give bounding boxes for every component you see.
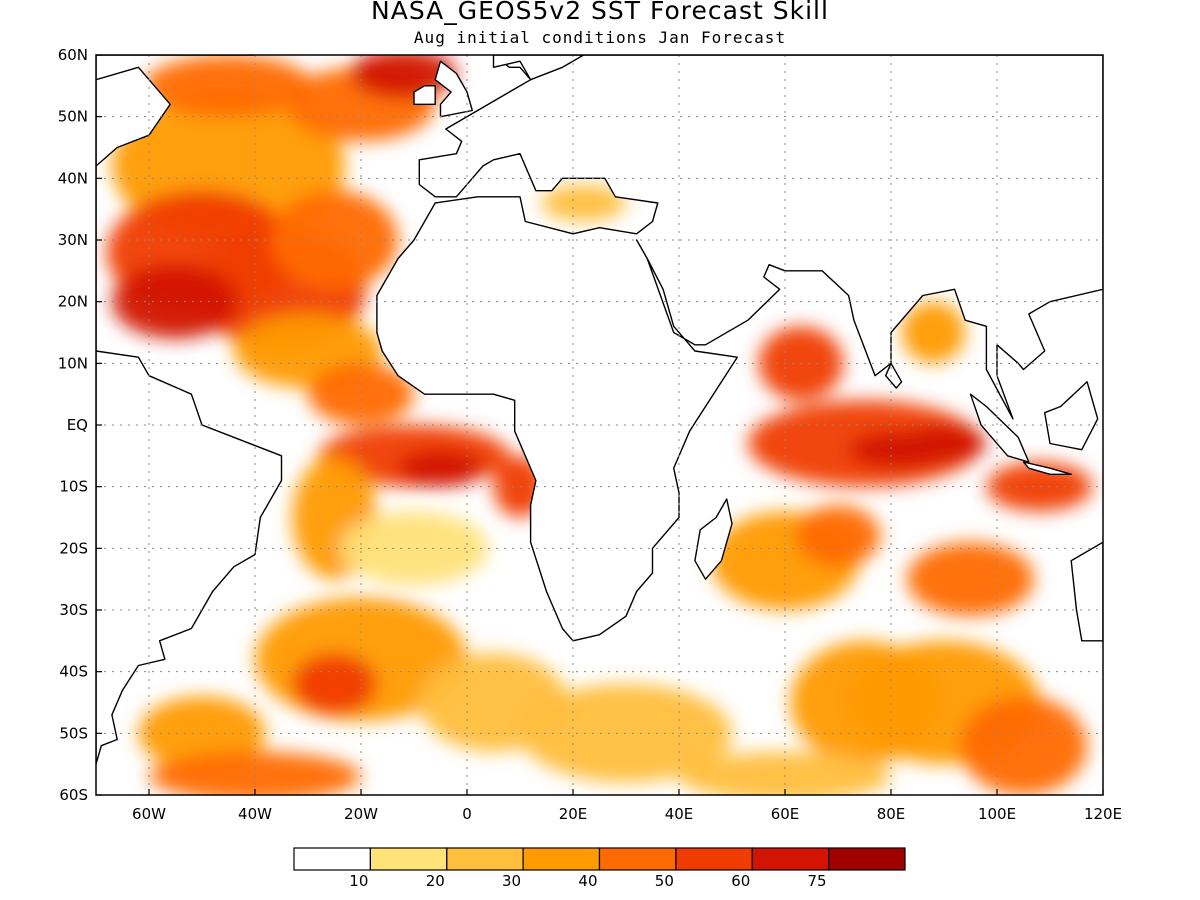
colorbar-swatch — [369, 847, 448, 871]
colorbar-swatch — [446, 847, 524, 871]
lon-tick-label: 80E — [877, 805, 906, 823]
colorbar-label: 75 — [808, 872, 827, 890]
land-madagascar — [694, 498, 733, 580]
lat-tick-label: 30S — [59, 601, 88, 619]
sst-skill-field — [96, 18, 1103, 795]
lon-tick-label: 60E — [771, 805, 800, 823]
lat-tick-label: 20S — [59, 539, 88, 557]
colorbar-label: 60 — [731, 872, 750, 890]
colorbar-swatch — [751, 847, 830, 871]
lat-tick-label: 50N — [58, 108, 88, 126]
land-sumatra — [969, 393, 1030, 463]
land-scandinavia — [492, 55, 585, 81]
lat-tick-label: EQ — [67, 416, 88, 434]
lat-tick-label: 30N — [58, 231, 88, 249]
land-ireland — [413, 85, 436, 105]
land-britain — [434, 60, 473, 118]
lat-tick-label: 10S — [59, 478, 88, 496]
map-axes: 60N 50N 40N 30N 20N 10N EQ 10S 20S 30S 40S 50S 60S 60… — [58, 46, 1122, 823]
colorbar-label: 30 — [502, 872, 521, 890]
colorbar-label: 40 — [578, 872, 597, 890]
lon-tick-label: 60W — [132, 805, 166, 823]
colorbar: 10 20 30 40 50 60 75 — [293, 847, 906, 890]
land-java — [1022, 461, 1072, 475]
lon-tick-label: 20E — [559, 805, 588, 823]
colorbar-swatch — [293, 847, 372, 871]
colorbar-label: 10 — [349, 872, 368, 890]
lon-tick-label: 0 — [462, 805, 472, 823]
lon-tick-label: 120E — [1084, 805, 1122, 823]
land-borneo — [1044, 381, 1099, 451]
colorbar-swatch — [522, 847, 601, 871]
lon-tick-label: 40W — [238, 805, 272, 823]
colorbar-swatch — [598, 847, 677, 871]
lat-tick-label: 40N — [58, 169, 88, 187]
map-title: NASA_GEOS5v2 SST Forecast Skill — [371, 0, 829, 25]
lat-tick-label: 50S — [59, 724, 88, 742]
map-subtitle: Aug initial conditions Jan Forecast — [413, 28, 787, 47]
land-masses — [96, 18, 1103, 765]
lat-tick-label: 60S — [59, 786, 88, 804]
land-australia — [1070, 541, 1103, 642]
lat-tick-label: 20N — [58, 293, 88, 311]
lat-tick-label: 60N — [58, 46, 88, 64]
land-africa-eurasia — [376, 55, 1103, 642]
colorbar-swatch — [675, 847, 753, 871]
colorbar-swatch — [827, 847, 906, 871]
lon-tick-label: 40E — [665, 805, 694, 823]
lat-tick-label: 40S — [59, 663, 88, 681]
lon-tick-label: 100E — [978, 805, 1016, 823]
lat-tick-label: 10N — [58, 354, 88, 372]
land-iceland — [340, 18, 393, 30]
map-gridlines — [96, 55, 1103, 795]
colorbar-label: 50 — [655, 872, 674, 890]
land-sri-lanka — [885, 362, 903, 389]
lon-tick-label: 20W — [344, 805, 378, 823]
colorbar-label: 20 — [426, 872, 445, 890]
land-americas — [96, 55, 283, 765]
